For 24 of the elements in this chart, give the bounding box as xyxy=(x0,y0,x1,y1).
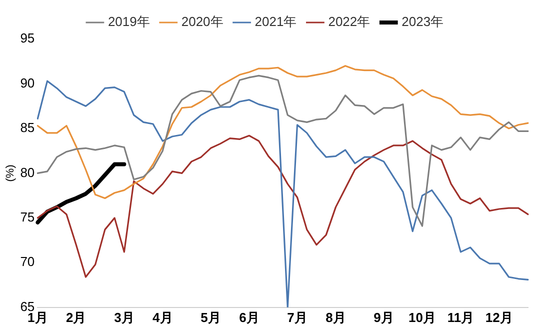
x-tick-label: 12月 xyxy=(485,310,513,325)
x-tick-label: 3月 xyxy=(114,310,134,325)
legend-label: 2023年 xyxy=(402,14,444,30)
y-tick-label: 75 xyxy=(20,210,35,225)
legend-label: 2020年 xyxy=(181,14,224,30)
y-tick-label: 65 xyxy=(20,298,35,314)
y-axis-title: (%) xyxy=(4,164,17,182)
y-tick-label: 70 xyxy=(20,254,35,270)
x-tick-label: 10月 xyxy=(408,310,436,325)
y-tick-label: 95 xyxy=(20,30,35,46)
x-tick-label: 2月 xyxy=(66,310,86,325)
x-tick-label: 9月 xyxy=(374,310,394,325)
x-tick-label: 7月 xyxy=(287,310,308,325)
x-tick-label: 5月 xyxy=(200,310,221,325)
y-tick-label: 90 xyxy=(20,75,35,90)
legend-label: 2019年 xyxy=(108,14,150,30)
x-tick-label: 8月 xyxy=(326,310,346,325)
x-tick-label: 11月 xyxy=(447,310,474,325)
x-tick-label: 4月 xyxy=(152,310,173,325)
y-tick-label: 85 xyxy=(20,120,35,136)
x-tick-label: 6月 xyxy=(239,310,260,325)
y-tick-label: 80 xyxy=(20,164,35,180)
legend-label: 2022年 xyxy=(328,14,370,30)
legend-label: 2021年 xyxy=(254,14,297,30)
